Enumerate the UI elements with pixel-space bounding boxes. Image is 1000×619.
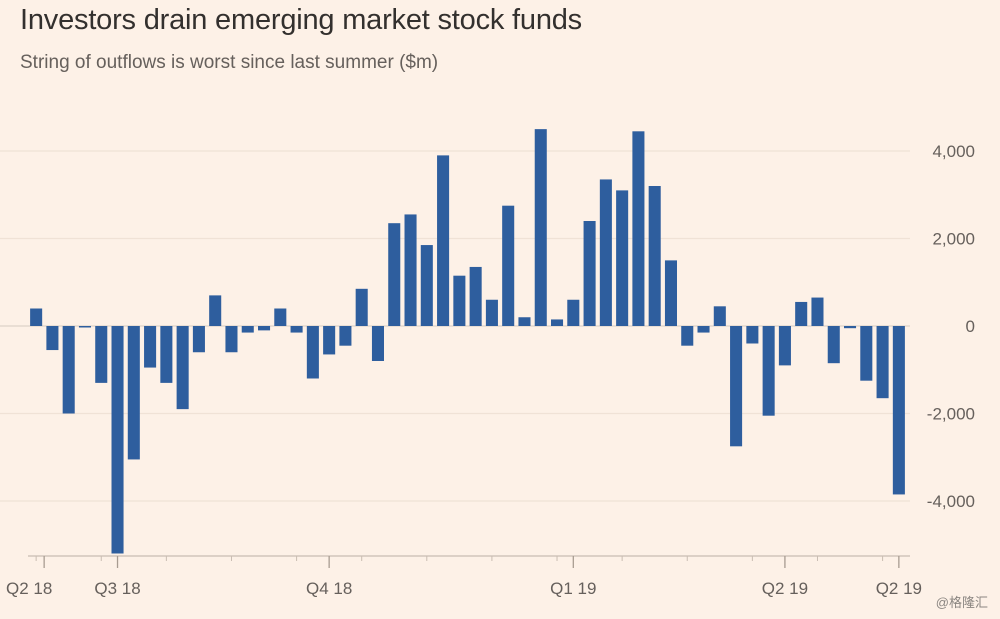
bar-51 <box>860 326 873 381</box>
bar-42 <box>713 306 726 326</box>
x-tick-label: Q2 19 <box>876 579 922 598</box>
y-axis-ticks: 4,000 2,000 0 -2,000 -4,000 <box>927 142 975 511</box>
bar-29 <box>502 205 515 326</box>
bar-14 <box>258 326 271 331</box>
bar-8 <box>160 326 173 383</box>
x-tick-label: Q4 18 <box>306 579 352 598</box>
bar-11 <box>209 295 222 327</box>
bar-37 <box>632 131 645 326</box>
bar-10 <box>192 326 205 353</box>
bar-9 <box>176 326 189 410</box>
bar-35 <box>599 179 612 326</box>
bar-30 <box>518 317 531 326</box>
y-tick-label: -2,000 <box>927 405 975 424</box>
bar-16 <box>290 326 303 333</box>
grid-lines <box>0 150 910 502</box>
bar-40 <box>681 326 694 346</box>
bar-41 <box>697 326 710 333</box>
bar-45 <box>762 326 775 416</box>
bar-39 <box>664 260 677 327</box>
y-tick-label: 0 <box>966 317 975 336</box>
bar-36 <box>616 190 629 327</box>
bar-19 <box>339 326 352 346</box>
x-tick-label: Q2 18 <box>6 579 52 598</box>
bar-15 <box>274 308 287 326</box>
bar-24 <box>420 245 433 326</box>
bar-27 <box>469 266 482 326</box>
bar-26 <box>453 275 466 326</box>
chart-title: Investors drain emerging market stock fu… <box>20 4 582 36</box>
y-tick-label: 4,000 <box>932 142 975 161</box>
bar-22 <box>388 223 401 326</box>
bar-38 <box>648 186 661 326</box>
bar-47 <box>795 301 808 326</box>
bars <box>30 129 905 554</box>
bar-3 <box>78 326 91 328</box>
bar-7 <box>144 326 157 368</box>
bar-17 <box>306 326 319 379</box>
bar-20 <box>355 288 368 326</box>
chart-subtitle: String of outflows is worst since last s… <box>20 52 439 73</box>
bar-46 <box>778 326 791 366</box>
bar-44 <box>746 326 759 344</box>
bar-18 <box>323 326 336 355</box>
bar-43 <box>730 326 743 447</box>
bar-28 <box>485 299 498 326</box>
bar-31 <box>534 129 547 327</box>
x-axis: Q2 18 Q3 18 Q4 18 Q1 19 Q2 19 Q2 19 <box>6 555 922 598</box>
watermark: @格隆汇 <box>935 595 988 610</box>
bar-4 <box>95 326 108 383</box>
bar-13 <box>241 326 254 333</box>
bar-0 <box>30 308 43 326</box>
bar-2 <box>62 326 75 414</box>
x-tick-label: Q2 19 <box>762 579 808 598</box>
x-tick-label: Q1 19 <box>550 579 596 598</box>
bar-48 <box>811 297 824 326</box>
y-tick-label: 2,000 <box>932 230 975 249</box>
bar-12 <box>225 326 238 353</box>
bar-53 <box>892 326 905 495</box>
bar-33 <box>567 299 580 326</box>
y-tick-label: -4,000 <box>927 492 975 511</box>
bar-6 <box>127 326 140 460</box>
x-tick-label: Q3 18 <box>94 579 140 598</box>
bar-50 <box>844 326 857 329</box>
bar-1 <box>46 326 59 351</box>
bar-32 <box>551 319 564 326</box>
bar-34 <box>583 221 596 326</box>
bar-21 <box>371 326 384 361</box>
bar-49 <box>827 326 840 364</box>
bar-5 <box>111 326 124 554</box>
bar-25 <box>437 155 450 327</box>
bar-52 <box>876 326 889 399</box>
bar-23 <box>404 214 417 326</box>
